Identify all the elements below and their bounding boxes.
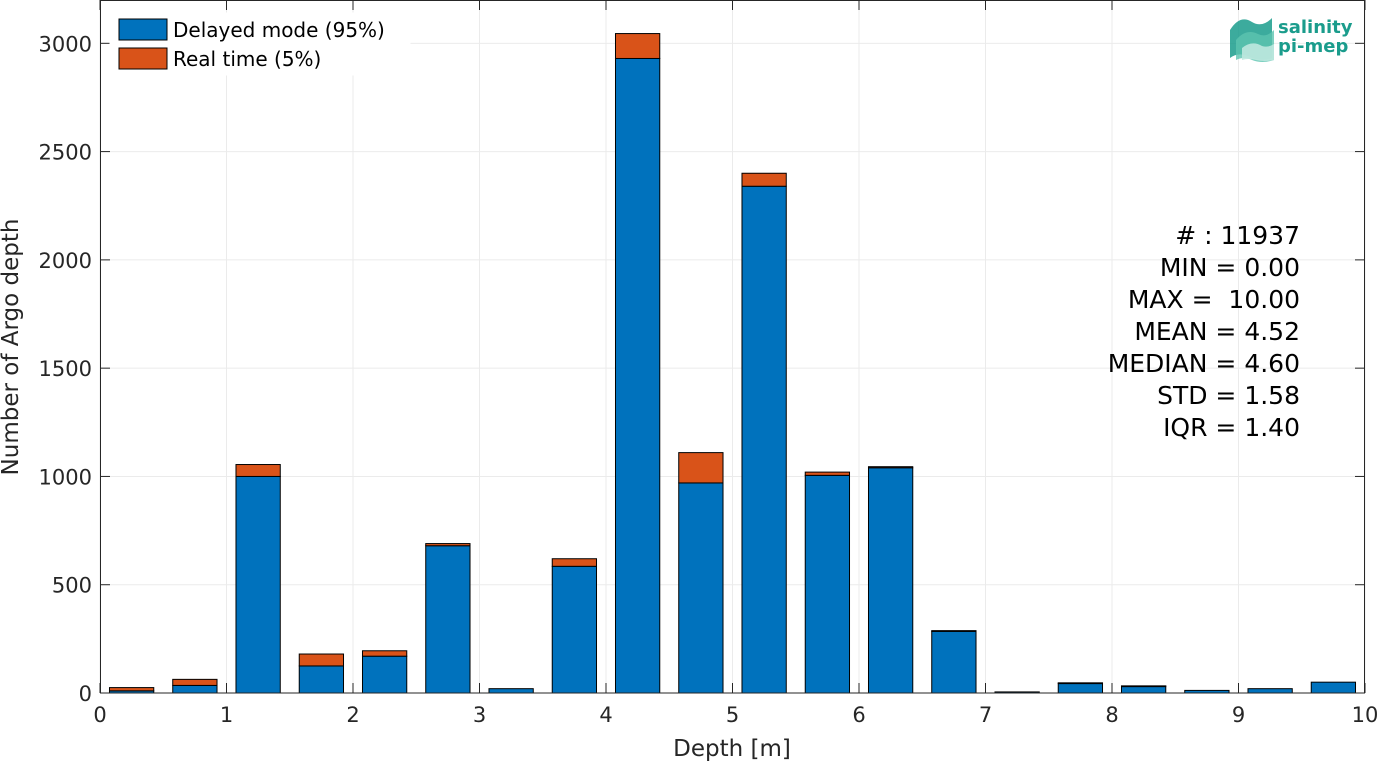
bar-real-time <box>614 33 661 59</box>
x-tick-label: 3 <box>473 703 486 727</box>
y-tick-label: 2500 <box>39 141 92 165</box>
bar-real-time <box>172 678 218 686</box>
bar-delayed-mode <box>614 57 661 694</box>
x-tick-label: 10 <box>1352 703 1378 727</box>
stats-max: MAX = 10.00 <box>1128 285 1300 314</box>
legend: Delayed mode (95%) Real time (5%) <box>109 12 411 76</box>
stats-count: # : 11937 <box>1175 221 1300 250</box>
stats-annotation: # : 11937 MIN = 0.00 MAX = 10.00 MEAN = … <box>1108 221 1300 442</box>
bar-real-time <box>741 172 787 187</box>
legend-swatch-realtime <box>118 47 168 70</box>
x-tick-label: 2 <box>346 703 359 727</box>
bar-real-time <box>361 650 408 657</box>
bar-delayed-mode <box>1310 681 1357 694</box>
bar-delayed-mode <box>361 655 408 694</box>
wave-icon <box>1230 18 1274 62</box>
bar-real-time <box>867 466 914 469</box>
bar-delayed-mode <box>298 665 345 694</box>
y-axis-title: Number of Argo depth <box>0 219 24 476</box>
x-tick-label: 5 <box>726 703 739 727</box>
bar-real-time <box>298 653 345 667</box>
bar-delayed-mode <box>235 475 281 694</box>
axis-ticks: 0 1 2 3 4 5 6 7 8 9 10 0 500 1000 1500 2000 2500 3000 <box>39 0 1378 727</box>
bar-real-time <box>425 543 471 547</box>
x-tick-label: 6 <box>852 703 865 727</box>
bar-delayed-mode <box>931 630 977 694</box>
y-tick-label: 3000 <box>39 32 92 56</box>
x-tick-label: 9 <box>1232 703 1245 727</box>
logo-text-line2: pi-mep <box>1278 36 1348 57</box>
x-tick-label: 8 <box>1105 703 1118 727</box>
x-tick-label: 7 <box>979 703 992 727</box>
stats-min: MIN = 0.00 <box>1160 253 1300 282</box>
bar-delayed-mode <box>867 467 914 694</box>
y-tick-label: 2000 <box>39 249 92 273</box>
x-axis-title: Depth [m] <box>673 736 791 762</box>
bar-delayed-mode <box>1247 688 1293 694</box>
y-tick-label: 1500 <box>39 357 92 381</box>
bar-delayed-mode <box>1057 682 1104 694</box>
x-tick-label: 1 <box>220 703 233 727</box>
stats-median: MEDIAN = 4.60 <box>1108 349 1300 378</box>
stats-mean: MEAN = 4.52 <box>1134 317 1300 346</box>
legend-label-delayed: Delayed mode (95%) <box>173 18 385 42</box>
x-tick-label: 0 <box>93 703 106 727</box>
bar-delayed-mode <box>488 688 534 694</box>
bar-real-time <box>678 452 724 484</box>
legend-label-realtime: Real time (5%) <box>173 47 321 71</box>
bar-real-time <box>1057 682 1104 685</box>
bar-delayed-mode <box>425 545 471 694</box>
salinity-pimep-logo: salinity pi-mep <box>1230 17 1353 62</box>
bar-delayed-mode <box>678 482 724 694</box>
bar-real-time <box>108 687 155 692</box>
y-tick-label: 500 <box>52 574 92 598</box>
stats-std: STD = 1.58 <box>1157 381 1300 410</box>
bar-delayed-mode <box>804 474 851 694</box>
stats-iqr: IQR = 1.40 <box>1163 413 1300 442</box>
bar-delayed-mode <box>741 185 787 694</box>
y-tick-label: 0 <box>79 682 92 706</box>
bar-real-time <box>1120 685 1167 688</box>
y-tick-label: 1000 <box>39 465 92 489</box>
logo-text-line1: salinity <box>1278 17 1353 38</box>
bar-real-time <box>804 471 851 476</box>
bar-real-time <box>931 630 977 632</box>
bars-group <box>108 33 1357 694</box>
legend-swatch-delayed <box>118 18 168 41</box>
bar-real-time <box>235 464 281 477</box>
bar-real-time <box>551 558 598 567</box>
bar-delayed-mode <box>172 684 218 694</box>
x-tick-label: 4 <box>599 703 612 727</box>
bar-delayed-mode <box>551 565 598 694</box>
